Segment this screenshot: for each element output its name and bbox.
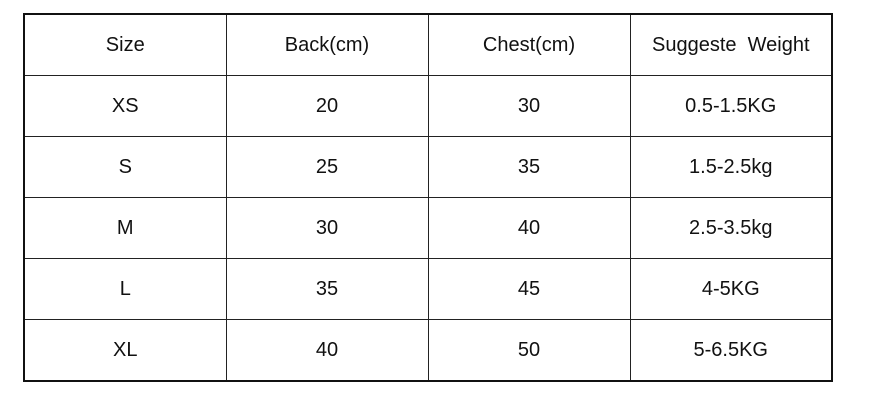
cell-chest: 35 — [427, 136, 631, 198]
cell-chest: 50 — [427, 319, 631, 382]
cell-size: L — [23, 258, 227, 320]
cell-back: 30 — [225, 197, 429, 259]
cell-size: S — [23, 136, 227, 198]
cell-weight: 1.5-2.5kg — [629, 136, 833, 198]
cell-weight: 5-6.5KG — [629, 319, 833, 382]
cell-size: XS — [23, 75, 227, 137]
header-weight: Suggeste Weight — [629, 13, 833, 76]
cell-back: 25 — [225, 136, 429, 198]
cell-chest: 30 — [427, 75, 631, 137]
table-row: M 30 40 2.5-3.5kg — [23, 197, 833, 259]
cell-back: 40 — [225, 319, 429, 382]
cell-weight: 4-5KG — [629, 258, 833, 320]
header-chest: Chest(cm) — [427, 13, 631, 76]
table-row: XS 20 30 0.5-1.5KG — [23, 75, 833, 137]
header-row: Size Back(cm) Chest(cm) Suggeste Weight — [23, 13, 833, 76]
cell-back: 20 — [225, 75, 429, 137]
size-chart-table: Size Back(cm) Chest(cm) Suggeste Weight … — [23, 13, 833, 382]
cell-weight: 2.5-3.5kg — [629, 197, 833, 259]
header-size: Size — [23, 13, 227, 76]
cell-back: 35 — [225, 258, 429, 320]
table-row: S 25 35 1.5-2.5kg — [23, 136, 833, 198]
cell-chest: 40 — [427, 197, 631, 259]
cell-chest: 45 — [427, 258, 631, 320]
cell-size: XL — [23, 319, 227, 382]
table-row: L 35 45 4-5KG — [23, 258, 833, 320]
header-back: Back(cm) — [225, 13, 429, 76]
table-row: XL 40 50 5-6.5KG — [23, 319, 833, 382]
cell-weight: 0.5-1.5KG — [629, 75, 833, 137]
cell-size: M — [23, 197, 227, 259]
